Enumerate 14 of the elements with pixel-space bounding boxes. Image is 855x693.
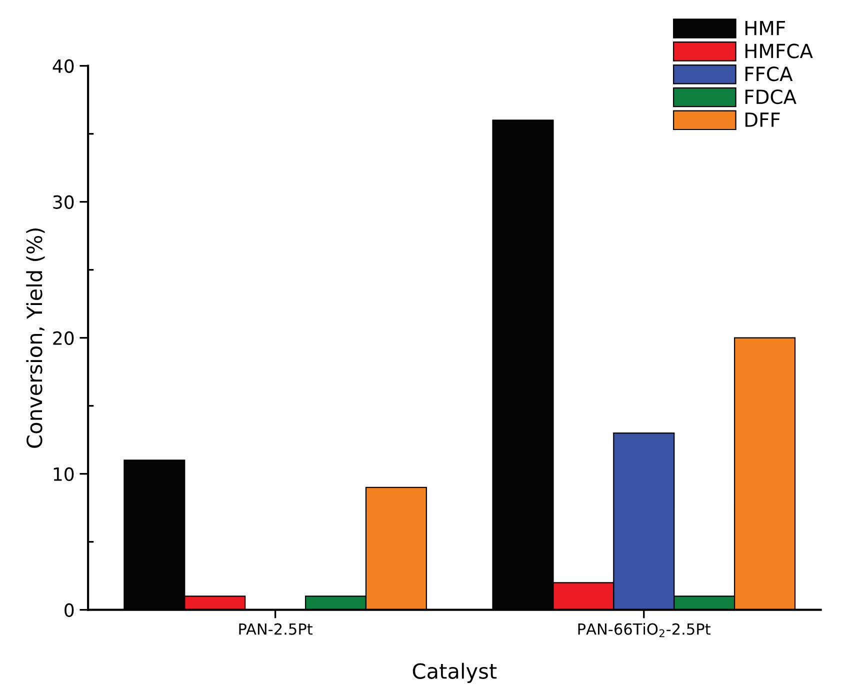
legend-label: FFCA (745, 66, 793, 82)
y-tick-label: 40 (52, 59, 74, 73)
y-tick-label: 20 (53, 331, 74, 345)
legend-label: HMFCA (745, 44, 813, 58)
y-tick-label: 0 (64, 603, 74, 617)
y-tick-label: 30 (53, 195, 74, 209)
x-tick-label: PAN-2.5Pt (239, 623, 313, 635)
legend-label: FDCA (745, 89, 796, 104)
legend-label: HMF (745, 20, 786, 36)
y-tick-label: 10 (54, 467, 74, 481)
x-axis-title: Catalyst (412, 662, 497, 683)
y-axis-title: Conversion, Yield (%) (26, 228, 45, 448)
legend-label: DFF (745, 112, 780, 127)
x-tick-label: PAN-66TiO$_{2}$-2.5Pt (578, 623, 710, 638)
